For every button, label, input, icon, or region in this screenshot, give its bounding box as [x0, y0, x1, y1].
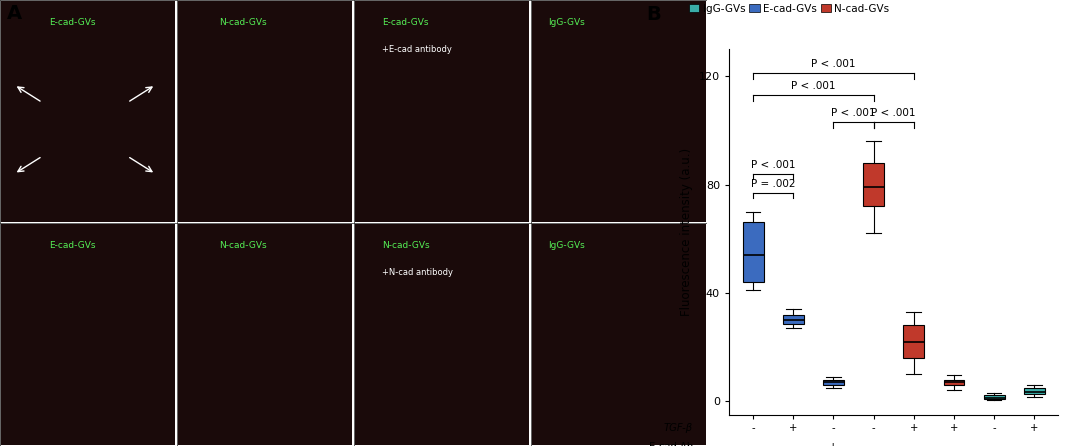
Text: -: -: [872, 423, 876, 434]
Text: -: -: [993, 442, 996, 446]
Text: P < .001: P < .001: [832, 108, 876, 118]
Bar: [355, 1, 529, 222]
Text: P < .001: P < .001: [811, 59, 855, 70]
Text: P = .002: P = .002: [751, 178, 796, 189]
Bar: [532, 224, 706, 445]
Text: -: -: [752, 423, 755, 434]
Legend: IgG-GVs, E-cad-GVs, N-cad-GVs: IgG-GVs, E-cad-GVs, N-cad-GVs: [685, 0, 894, 18]
Text: -: -: [912, 442, 916, 446]
Bar: [984, 395, 1004, 399]
Text: -: -: [752, 442, 755, 446]
Text: N-cad-GVs: N-cad-GVs: [382, 241, 430, 250]
Text: E-cad-GVs: E-cad-GVs: [50, 241, 96, 250]
Bar: [743, 223, 764, 282]
Text: +: +: [949, 423, 958, 434]
Bar: [355, 224, 529, 445]
Bar: [903, 326, 924, 358]
Bar: [944, 380, 964, 385]
Text: P < .001: P < .001: [792, 81, 836, 91]
Text: -: -: [872, 442, 876, 446]
Text: P < .001: P < .001: [872, 108, 916, 118]
Text: N-cad-GVs: N-cad-GVs: [219, 241, 267, 250]
Text: +E-cad antibody: +E-cad antibody: [382, 45, 451, 54]
Bar: [178, 224, 352, 445]
Y-axis label: Fluorescence intensity (a.u.): Fluorescence intensity (a.u.): [680, 148, 693, 316]
Bar: [178, 1, 352, 222]
Text: +N-cad antibody: +N-cad antibody: [382, 268, 453, 277]
Bar: [532, 1, 706, 222]
Text: -: -: [993, 423, 996, 434]
Text: A: A: [8, 4, 23, 24]
Bar: [1024, 388, 1044, 394]
Text: +: +: [789, 423, 797, 434]
Text: -: -: [953, 442, 956, 446]
Text: E-cad Ab: E-cad Ab: [649, 442, 693, 446]
Text: TGF-β: TGF-β: [664, 423, 693, 434]
Text: IgG-GVs: IgG-GVs: [549, 241, 585, 250]
Text: IgG-GVs: IgG-GVs: [549, 18, 585, 27]
Text: E-cad-GVs: E-cad-GVs: [382, 18, 429, 27]
Bar: [783, 314, 804, 324]
Bar: [823, 380, 843, 385]
Text: -: -: [1032, 442, 1036, 446]
Bar: [863, 163, 885, 206]
Text: B: B: [647, 5, 661, 24]
Text: +: +: [909, 423, 918, 434]
Text: N-cad-GVs: N-cad-GVs: [219, 18, 267, 27]
Text: -: -: [792, 442, 795, 446]
Bar: [1, 224, 175, 445]
Text: +: +: [1030, 423, 1039, 434]
Text: E-cad-GVs: E-cad-GVs: [50, 18, 96, 27]
Text: P < .001: P < .001: [751, 160, 796, 169]
Bar: [1, 1, 175, 222]
Text: -: -: [832, 423, 835, 434]
Text: +: +: [829, 442, 838, 446]
